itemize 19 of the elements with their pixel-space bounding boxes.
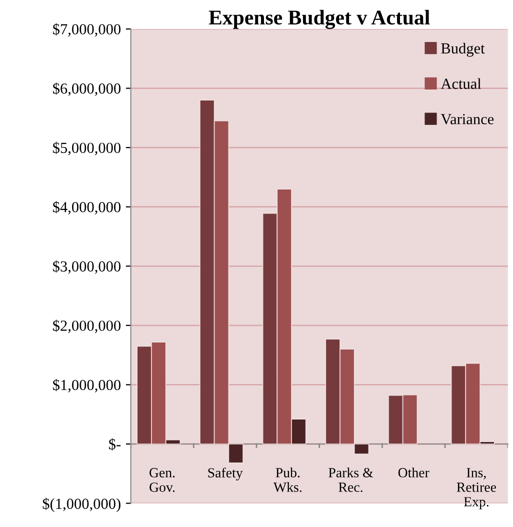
y-tick-label: $1,000,000	[53, 378, 121, 392]
x-tick-label: Other	[398, 468, 430, 478]
x-tick-label: Safety	[208, 468, 243, 480]
legend-label: Actual	[440, 78, 482, 89]
y-tick-label: $5,000,000	[53, 142, 121, 156]
y-tick-label: $6,000,000	[53, 82, 121, 96]
y-tick-label: $4,000,000	[53, 201, 121, 214]
y-tick-label: $7,000,000	[53, 23, 121, 37]
chart-title: Expense Budget v Actual	[208, 10, 430, 29]
y-tick-label: $-	[109, 438, 121, 450]
x-tick-label: Ins, Retiree Exp.	[456, 468, 496, 510]
y-tick-label: $3,000,000	[53, 260, 121, 274]
x-tick-label: Pub. Wks.	[273, 468, 302, 492]
legend-label: Variance	[440, 114, 494, 124]
y-tick-label: $2,000,000	[53, 320, 121, 334]
x-tick-label: Gen. Gov.	[150, 468, 175, 492]
x-tick-label: Parks & Rec.	[328, 468, 374, 492]
legend-label: Budget	[441, 42, 485, 57]
y-tick-label: $(1,000,000)	[42, 498, 120, 512]
